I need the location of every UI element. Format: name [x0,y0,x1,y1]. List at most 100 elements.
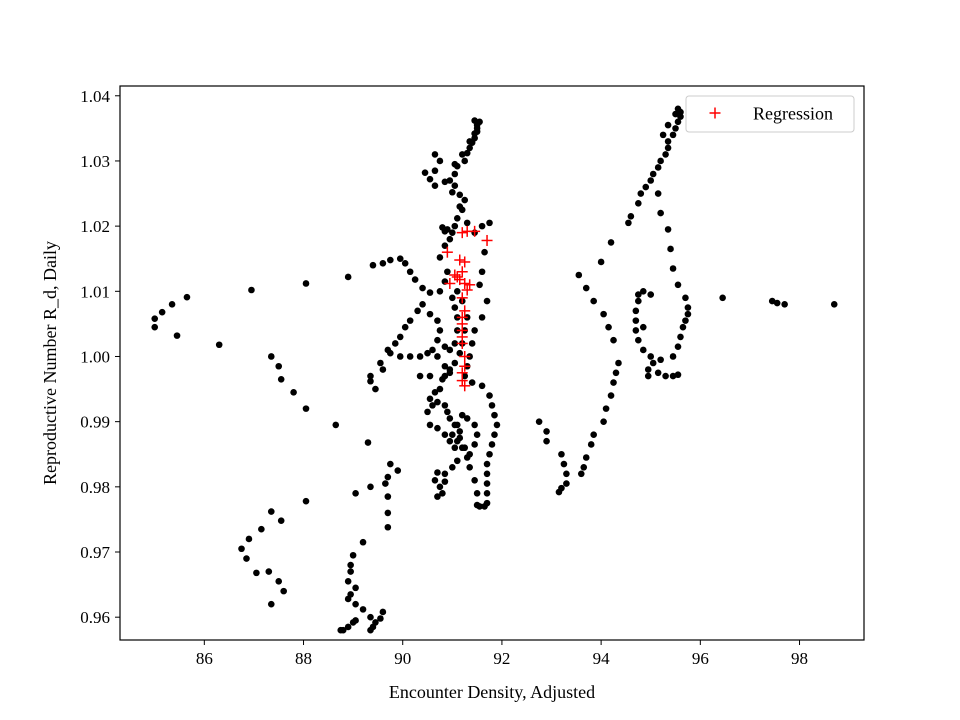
data-point [632,317,640,324]
data-point [471,117,478,124]
data-point [535,418,543,425]
data-point [473,501,481,509]
data-point [275,578,283,585]
y-tick-label: 0.99 [80,413,110,432]
data-point [253,569,260,577]
data-point [575,271,583,279]
data-point [659,131,667,139]
data-point [458,411,466,419]
data-point [434,469,441,476]
regression-point [456,311,468,323]
data-point [625,219,632,227]
data-point [429,346,436,354]
data-point [384,509,392,517]
regression-point [456,227,468,239]
data-point [635,336,642,344]
data-point [674,343,682,351]
data-point [444,408,451,416]
data-point [359,538,367,546]
data-point [434,353,441,360]
data-point [441,470,449,478]
data-point [471,477,478,484]
data-point [672,125,679,132]
data-point [463,219,471,227]
data-point [466,144,473,152]
data-point [468,340,476,347]
regression-point [459,256,471,268]
data-point [644,372,652,380]
data-point [781,301,788,308]
data-point [682,294,689,302]
data-point [215,341,223,349]
data-point [396,333,404,341]
data-point [173,332,181,339]
data-point [612,369,620,377]
regression-point [456,292,468,304]
data-point [434,424,441,432]
regression-point [444,277,456,289]
data-point [473,431,481,438]
data-point [411,276,419,283]
data-point [582,454,590,461]
data-point [347,561,354,569]
data-point [367,377,374,385]
plot-area [120,86,864,640]
data-point [635,291,642,298]
data-point [379,366,387,373]
data-point [590,297,597,305]
data-point [449,188,456,196]
data-point [486,219,493,227]
data-point [384,473,392,481]
data-point [344,273,352,281]
legend-regression-label: Regression [753,104,833,124]
data-point [483,490,491,497]
data-point [669,372,677,380]
data-point [649,359,657,367]
x-tick-label: 96 [692,649,709,668]
data-point [434,336,441,344]
data-point [258,525,265,533]
data-point [434,398,441,406]
data-point [434,493,441,500]
data-point [664,121,672,129]
data-point [151,315,159,322]
data-point [394,467,402,474]
data-point [245,535,253,543]
regression-point [456,337,468,349]
data-point [456,191,464,199]
data-point [396,255,404,263]
data-point [451,444,459,452]
data-point [463,415,471,422]
data-point [352,600,359,608]
data-point [456,428,464,435]
data-point [369,261,377,269]
data-point [344,623,352,631]
data-point [664,138,672,145]
data-point [644,366,652,373]
data-point [387,256,394,264]
regression-point [459,380,471,392]
data-point [248,286,255,294]
data-point [664,144,672,152]
y-tick-label: 1.02 [80,217,110,236]
data-point [582,284,590,292]
data-point [364,439,372,446]
data-points-layer [151,105,838,634]
data-point [453,421,461,429]
data-point [451,359,459,367]
x-tick-label: 98 [791,649,808,668]
data-point [406,317,414,324]
data-point [461,196,469,204]
data-point [379,608,387,616]
data-point [419,301,426,308]
data-point [436,288,444,295]
data-point [647,291,655,298]
data-point [679,323,687,331]
data-point [674,281,682,289]
data-point [302,405,310,412]
data-point [416,353,424,360]
regression-point [451,271,463,283]
data-point [466,450,473,458]
data-point [367,372,374,380]
data-point [580,463,588,471]
